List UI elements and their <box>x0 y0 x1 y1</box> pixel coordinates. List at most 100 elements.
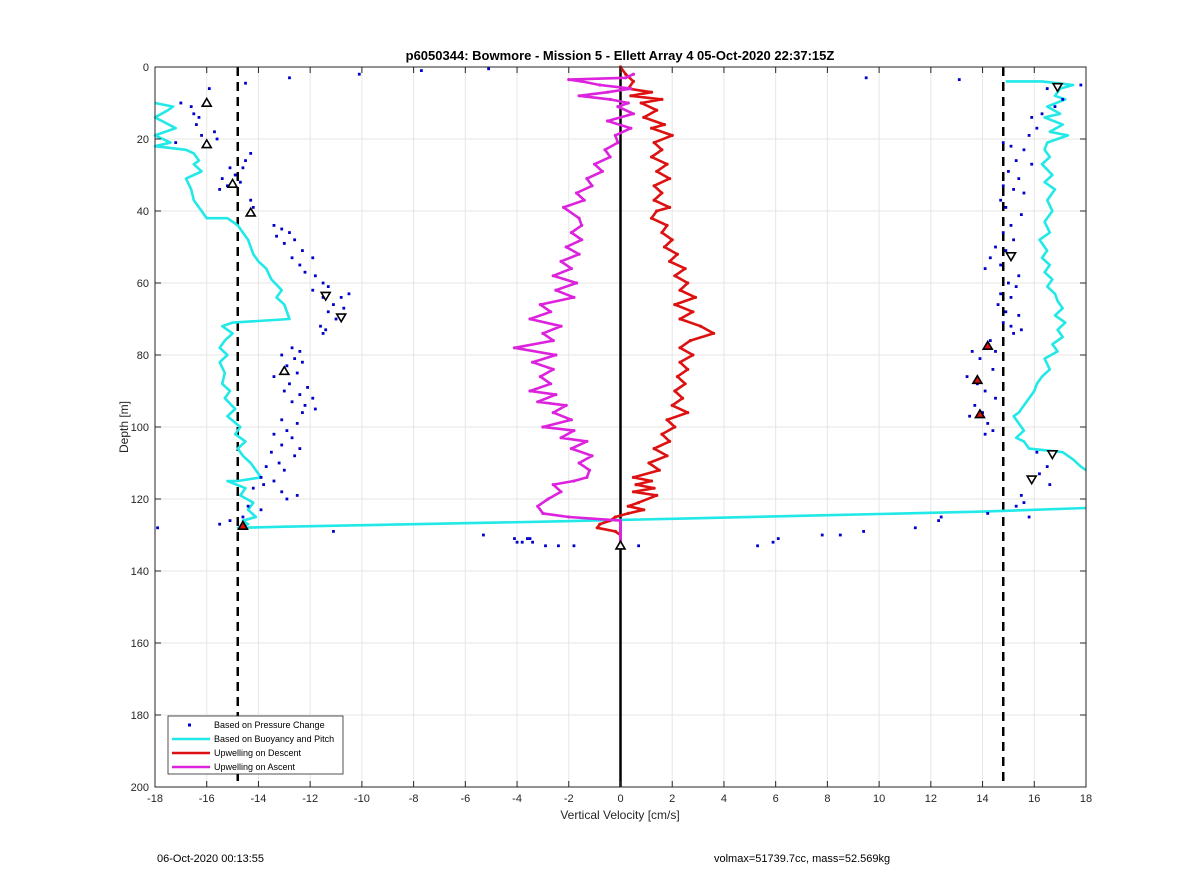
pressure-point <box>213 130 216 134</box>
series-point <box>618 533 623 537</box>
series-point <box>657 468 661 472</box>
pressure-point <box>1004 249 1008 252</box>
pressure-point <box>215 137 219 141</box>
series-point <box>582 198 586 202</box>
x-tick-label: -10 <box>354 793 370 805</box>
pressure-point <box>326 310 330 314</box>
pressure-point <box>1022 191 1026 195</box>
pressure-point <box>957 78 961 81</box>
series-point <box>629 94 633 98</box>
x-tick-label: 16 <box>1028 793 1040 805</box>
series-point <box>600 169 604 173</box>
legend-box <box>167 715 344 775</box>
x-tick-label: 18 <box>1080 793 1092 805</box>
pressure-point <box>482 533 485 537</box>
series-point <box>554 288 558 292</box>
pressure-point <box>251 486 255 490</box>
pressure-point <box>285 497 289 501</box>
pressure-point <box>288 231 291 234</box>
series-point <box>577 252 581 256</box>
series-point <box>574 191 579 195</box>
y-tick-label: 140 <box>131 566 149 578</box>
pressure-point <box>290 436 294 440</box>
x-tick-label: -8 <box>409 793 419 805</box>
pressure-point <box>220 177 224 180</box>
pressure-point <box>280 443 284 447</box>
series-point <box>577 216 581 220</box>
pressure-point <box>218 188 222 191</box>
y-tick-label: 100 <box>131 422 149 434</box>
pressure-point <box>1035 450 1039 454</box>
pressure-point <box>290 346 294 350</box>
series-point <box>686 367 690 371</box>
pressure-point <box>326 285 330 288</box>
pressure-point <box>298 447 302 450</box>
pressure-point <box>288 382 291 386</box>
pressure-point <box>295 422 299 425</box>
series-point <box>688 339 692 343</box>
pressure-point <box>1004 310 1008 314</box>
series-point <box>551 483 555 487</box>
series-point <box>652 184 656 188</box>
pressure-point <box>1007 281 1010 285</box>
pressure-point <box>334 317 338 321</box>
pressure-point <box>293 357 297 360</box>
pressure-point <box>1017 177 1021 180</box>
series-point <box>665 223 669 227</box>
series-point <box>554 393 558 397</box>
x-tick-label: 8 <box>824 793 830 805</box>
series-point <box>559 259 563 263</box>
series-point <box>660 231 664 235</box>
series-point <box>655 108 659 112</box>
pressure-point <box>771 540 775 544</box>
series-point <box>624 76 628 80</box>
pressure-point <box>1009 296 1013 299</box>
x-tick-label: 10 <box>873 793 885 805</box>
pressure-point <box>282 242 286 245</box>
pressure-point <box>259 508 263 512</box>
legend-swatch <box>188 723 191 727</box>
transition-marker <box>974 408 986 419</box>
pressure-point <box>288 76 291 80</box>
series-point <box>569 231 573 235</box>
pressure-point <box>1012 332 1015 335</box>
pressure-point <box>820 533 824 537</box>
transition-marker <box>614 539 627 550</box>
series-point <box>530 360 535 364</box>
pressure-point <box>280 490 284 494</box>
series-point <box>662 245 667 249</box>
x-tick-label: -2 <box>564 793 574 805</box>
y-tick-label: 160 <box>131 638 149 650</box>
pressure-point <box>293 238 297 242</box>
transition-marker <box>244 206 257 217</box>
series-point <box>618 526 623 530</box>
pressure-point <box>311 396 315 400</box>
series-point <box>678 317 682 321</box>
series-point <box>605 90 610 94</box>
pressure-point <box>200 134 203 137</box>
series-point <box>665 418 669 422</box>
series-point <box>660 432 664 436</box>
series-point <box>670 238 674 242</box>
pressure-point <box>1027 515 1031 519</box>
pressure-point <box>1038 472 1041 476</box>
pressure-point <box>295 494 299 497</box>
pressure-point <box>994 350 997 353</box>
pressure-point <box>999 292 1003 296</box>
series-point <box>629 87 633 91</box>
series-point <box>675 375 679 379</box>
y-axis-label: Depth [m] <box>117 401 131 453</box>
series-point <box>624 72 628 76</box>
x-tick-label: -4 <box>512 793 522 805</box>
pressure-point <box>1009 144 1013 148</box>
series-point <box>639 101 643 105</box>
pressure-point <box>272 375 276 378</box>
series-point <box>541 331 545 335</box>
series-point <box>551 367 555 371</box>
pressure-point <box>1019 213 1023 216</box>
series-point <box>541 425 545 429</box>
pressure-point <box>1030 162 1034 166</box>
series-point <box>585 475 589 479</box>
series-point <box>675 252 679 256</box>
